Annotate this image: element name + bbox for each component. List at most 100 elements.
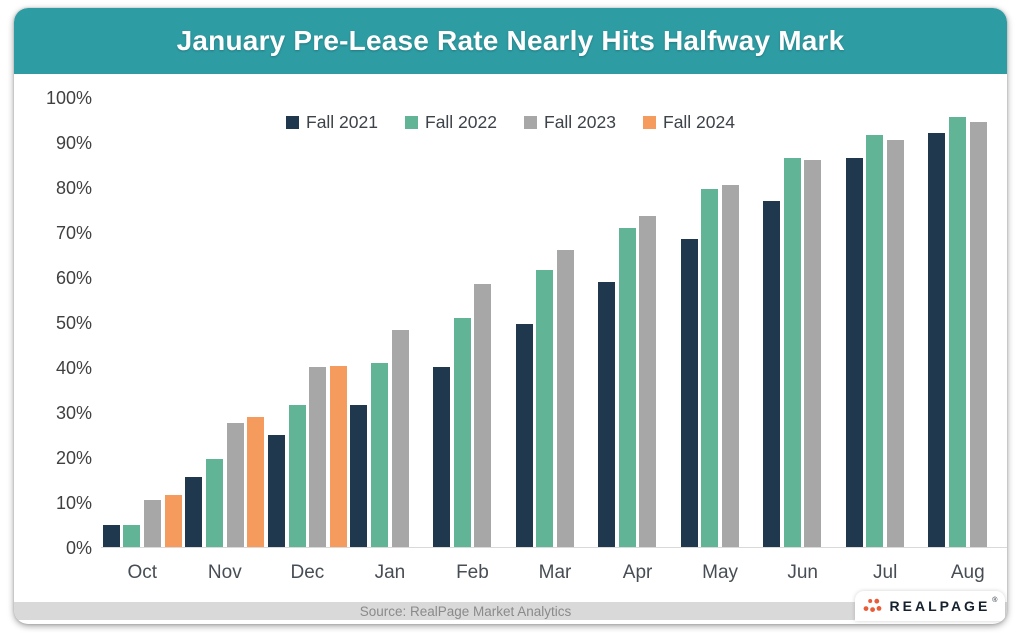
bar-slot-fall-2021-oct: [101, 98, 122, 547]
bar-group-nov: [184, 98, 267, 547]
bar-fall-2022-feb: [453, 317, 471, 547]
legend-swatch-fall-2023: [524, 115, 537, 129]
chart-title: January Pre-Lease Rate Nearly Hits Halfw…: [176, 25, 845, 56]
bar-slot-fall-2021-mar: [514, 98, 535, 547]
bar-slot-fall-2021-dec: [266, 98, 287, 547]
bar-slot-fall-2023-dec: [307, 98, 328, 547]
legend-label-fall-2022: Fall 2022: [425, 111, 497, 132]
bar-slot-fall-2021-nov: [184, 98, 205, 547]
title-banner: January Pre-Lease Rate Nearly Hits Halfw…: [14, 8, 1007, 74]
x-label-jan: Jan: [374, 562, 406, 583]
y-tick-80: 80%: [55, 178, 92, 198]
bar-slot-fall-2023-jun: [803, 98, 824, 547]
realpage-dots-icon: [863, 598, 881, 612]
realpage-wordmark: REALPAGE: [889, 598, 991, 614]
bar-fall-2023-aug: [969, 121, 987, 547]
legend-swatch-fall-2024: [643, 115, 656, 129]
bar-fall-2021-nov: [185, 477, 203, 547]
registered-mark: ®: [992, 597, 998, 604]
bar-group-oct: [101, 98, 184, 547]
bar-slot-fall-2022-aug: [947, 98, 968, 547]
bar-fall-2021-jun: [763, 200, 781, 547]
y-tick-60: 60%: [55, 268, 92, 288]
y-tick-100: 100%: [45, 88, 92, 108]
bar-slot-fall-2022-nov: [204, 98, 225, 547]
bar-fall-2022-jan: [371, 362, 389, 547]
bar-fall-2022-dec: [288, 405, 306, 547]
bar-slot-fall-2024-feb: [493, 98, 514, 547]
bar-slot-fall-2024-jan: [411, 98, 432, 547]
bar-fall-2023-feb: [474, 283, 492, 547]
bar-fall-2023-oct: [144, 499, 162, 547]
x-label-oct: Oct: [127, 562, 158, 583]
bar-fall-2021-feb: [433, 367, 450, 547]
x-label-jun: Jun: [787, 562, 818, 583]
legend-item-fall-2022: Fall 2022: [405, 112, 497, 133]
bar-fall-2024-dec: [329, 365, 347, 547]
bar-slot-fall-2022-may: [699, 98, 720, 547]
bar-fall-2023-nov: [226, 423, 244, 547]
bar-slot-fall-2021-jul: [844, 98, 865, 547]
x-label-aug: Aug: [950, 562, 985, 583]
bar-fall-2021-oct: [102, 524, 120, 547]
legend-label-fall-2024: Fall 2024: [663, 111, 735, 132]
bar-fall-2022-jun: [783, 158, 801, 547]
bar-fall-2024-oct: [164, 494, 182, 547]
bar-slot-fall-2023-jan: [390, 98, 411, 547]
bar-slot-fall-2023-oct: [142, 98, 163, 547]
bar-fall-2022-jul: [866, 134, 884, 547]
bar-slot-fall-2021-apr: [596, 98, 617, 547]
bar-fall-2023-jan: [391, 330, 409, 547]
realpage-logo: REALPAGE ®: [855, 591, 1005, 621]
bar-slot-fall-2022-feb: [452, 98, 473, 547]
bar-slot-fall-2023-jul: [885, 98, 906, 547]
bar-group-jan: [349, 98, 432, 547]
bar-group-aug: [926, 98, 1007, 547]
x-label-mar: Mar: [538, 562, 572, 583]
bar-slot-fall-2021-may: [679, 98, 700, 547]
bar-slot-fall-2021-jun: [761, 98, 782, 547]
legend-swatch-fall-2022: [405, 115, 418, 129]
bar-slot-fall-2023-aug: [968, 98, 989, 547]
bar-group-dec: [266, 98, 349, 547]
bar-slot-fall-2021-feb: [431, 98, 452, 547]
bar-fall-2023-mar: [556, 250, 574, 547]
bar-slot-fall-2024-jun: [823, 98, 844, 547]
bar-fall-2023-may: [721, 185, 739, 547]
bar-fall-2021-mar: [515, 324, 533, 547]
bar-fall-2021-may: [680, 238, 698, 547]
bar-slot-fall-2023-may: [720, 98, 741, 547]
y-tick-90: 90%: [55, 133, 92, 153]
y-tick-30: 30%: [55, 403, 92, 423]
bar-slot-fall-2023-apr: [638, 98, 659, 547]
y-tick-10: 10%: [55, 493, 92, 513]
y-tick-0: 0%: [65, 538, 92, 558]
bar-fall-2023-dec: [309, 367, 327, 547]
bar-slot-fall-2022-apr: [617, 98, 638, 547]
bar-fall-2022-oct: [123, 524, 141, 547]
legend: Fall 2021 Fall 2022 Fall 2023 Fall 2024: [14, 112, 1007, 132]
legend-label-fall-2023: Fall 2023: [544, 111, 616, 132]
bar-fall-2023-jul: [887, 139, 905, 547]
chart-card: January Pre-Lease Rate Nearly Hits Halfw…: [14, 8, 1007, 624]
y-tick-20: 20%: [55, 448, 92, 468]
bar-fall-2022-nov: [206, 459, 223, 547]
plot-area: [101, 98, 1007, 548]
bar-slot-fall-2021-jan: [349, 98, 370, 547]
x-axis-labels: Oct Nov Dec Jan Feb Mar Apr May Jun Jul Aug: [101, 562, 1007, 588]
bar-slot-fall-2024-aug: [988, 98, 1007, 547]
bar-slot-fall-2023-feb: [472, 98, 493, 547]
bar-slot-fall-2024-dec: [328, 98, 349, 547]
legend-item-fall-2023: Fall 2023: [524, 112, 616, 133]
bar-slot-fall-2024-may: [741, 98, 762, 547]
bar-fall-2022-may: [701, 189, 719, 547]
bar-fall-2021-apr: [598, 281, 616, 547]
legend-swatch-fall-2021: [286, 115, 299, 129]
bar-group-may: [679, 98, 762, 547]
x-label-dec: Dec: [290, 562, 325, 583]
y-tick-50: 50%: [55, 313, 92, 333]
x-label-may: May: [702, 562, 739, 583]
bar-slot-fall-2024-mar: [576, 98, 597, 547]
bar-slot-fall-2022-oct: [122, 98, 143, 547]
bar-fall-2021-jul: [845, 157, 863, 547]
